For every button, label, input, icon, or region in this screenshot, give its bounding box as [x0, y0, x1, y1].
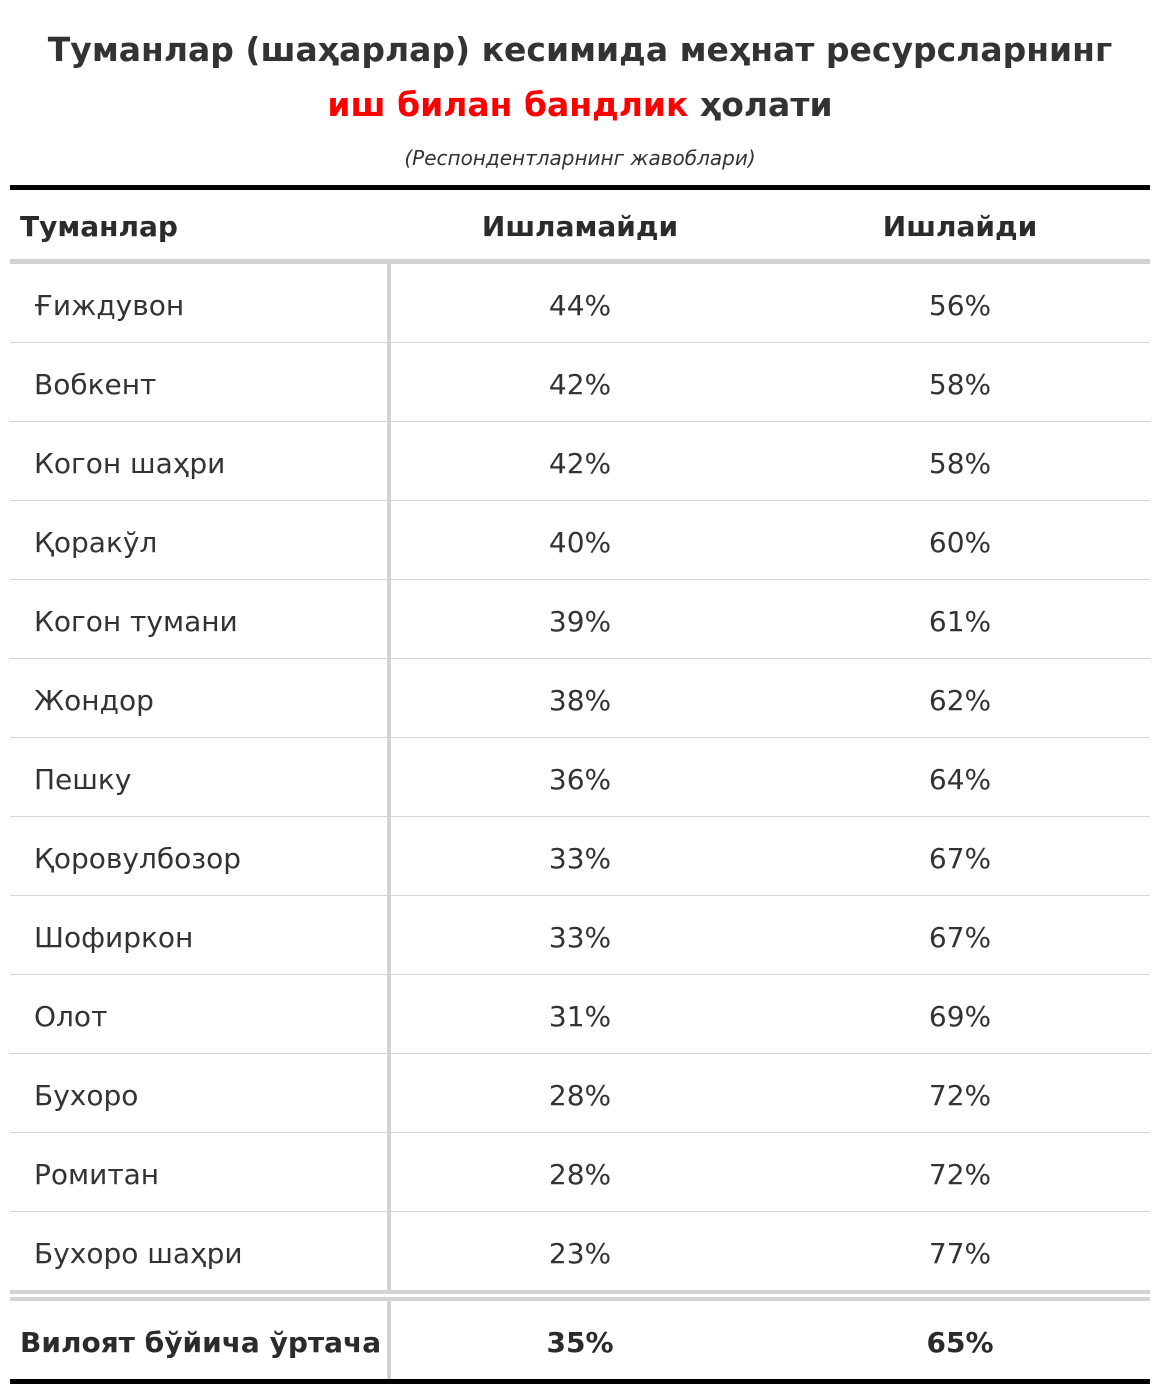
- footer-double-rule: [10, 1290, 1150, 1301]
- district-name: Ғиждувон: [34, 289, 185, 322]
- column-header-working: Ишлайди: [882, 210, 1038, 243]
- table-footer-row: Вилоят бўйича ўртача 35% 65%: [10, 1301, 1150, 1379]
- not-working-value: 28%: [548, 1158, 612, 1191]
- district-name: Когон шаҳри: [34, 447, 226, 480]
- working-value: 67%: [928, 842, 992, 875]
- working-value: 72%: [928, 1158, 992, 1191]
- table-row: Когон тумани 39% 61%: [10, 580, 1150, 659]
- table-row: Когон шаҳри 42% 58%: [10, 422, 1150, 501]
- district-name: Ромитан: [34, 1158, 160, 1191]
- table-row: Ромитан 28% 72%: [10, 1133, 1150, 1212]
- table-row: Қоракўл 40% 60%: [10, 501, 1150, 580]
- table-row: Қоровулбозор 33% 67%: [10, 817, 1150, 896]
- table-header-row: Туманлар Ишламайди Ишлайди: [10, 190, 1150, 260]
- district-name: Бухоро шаҳри: [34, 1237, 243, 1270]
- not-working-value: 31%: [548, 1000, 612, 1033]
- table-row: Ғиждувон 44% 56%: [10, 264, 1150, 343]
- district-name: Жондор: [34, 684, 154, 717]
- chart-title-line-2: иш билан бандлик ҳолати: [0, 83, 1160, 127]
- district-name: Қоракўл: [34, 526, 158, 559]
- table-body: Ғиждувон 44% 56% Вобкент 42% 58% Когон шаҳри 42…: [10, 264, 1150, 1291]
- table-row: Шофиркон 33% 67%: [10, 896, 1150, 975]
- table-row: Бухоро 28% 72%: [10, 1054, 1150, 1133]
- column-divider: [387, 264, 391, 1379]
- chart-title-rest: ҳолати: [688, 85, 833, 124]
- table-row: Вобкент 42% 58%: [10, 343, 1150, 422]
- footer-not-working: 35%: [546, 1326, 614, 1359]
- chart-title-accent: иш билан бандлик: [327, 85, 689, 124]
- district-name: Қоровулбозор: [34, 842, 242, 875]
- not-working-value: 36%: [548, 763, 612, 796]
- district-name: Шофиркон: [34, 921, 194, 954]
- not-working-value: 44%: [548, 289, 612, 322]
- not-working-value: 33%: [548, 842, 612, 875]
- table-row: Пешку 36% 64%: [10, 738, 1150, 817]
- working-value: 62%: [928, 684, 992, 717]
- table-bottom-rule: [10, 1379, 1150, 1384]
- table-top-rule: [10, 185, 1150, 190]
- column-header-district: Туманлар: [20, 210, 178, 243]
- working-value: 60%: [928, 526, 992, 559]
- not-working-value: 23%: [548, 1237, 612, 1270]
- not-working-value: 38%: [548, 684, 612, 717]
- working-value: 69%: [928, 1000, 992, 1033]
- not-working-value: 39%: [548, 605, 612, 638]
- footer-working: 65%: [926, 1326, 994, 1359]
- table-row: Жондор 38% 62%: [10, 659, 1150, 738]
- district-name: Вобкент: [34, 368, 157, 401]
- working-value: 77%: [928, 1237, 992, 1270]
- chart-title-line-1: Туманлар (шаҳарлар) кесимида меҳнат ресу…: [47, 30, 1113, 69]
- working-value: 58%: [928, 368, 992, 401]
- not-working-value: 28%: [548, 1079, 612, 1112]
- working-value: 56%: [928, 289, 992, 322]
- district-name: Когон тумани: [34, 605, 238, 638]
- not-working-value: 33%: [548, 921, 612, 954]
- district-name: Бухоро: [34, 1079, 139, 1112]
- not-working-value: 40%: [548, 526, 612, 559]
- header-divider: [10, 259, 1150, 264]
- working-value: 61%: [928, 605, 992, 638]
- working-value: 67%: [928, 921, 992, 954]
- column-header-not-working: Ишламайди: [481, 210, 679, 243]
- not-working-value: 42%: [548, 447, 612, 480]
- footer-district: Вилоят бўйича ўртача: [20, 1326, 382, 1359]
- table-row: Олот 31% 69%: [10, 975, 1150, 1054]
- not-working-value: 42%: [548, 368, 612, 401]
- district-name: Пешку: [34, 763, 132, 796]
- working-value: 58%: [928, 447, 992, 480]
- working-value: 72%: [928, 1079, 992, 1112]
- chart-subtitle: (Респондентларнинг жавоблари): [404, 146, 756, 170]
- district-name: Олот: [34, 1000, 108, 1033]
- working-value: 64%: [928, 763, 992, 796]
- table-row: Бухоро шаҳри 23% 77%: [10, 1212, 1150, 1291]
